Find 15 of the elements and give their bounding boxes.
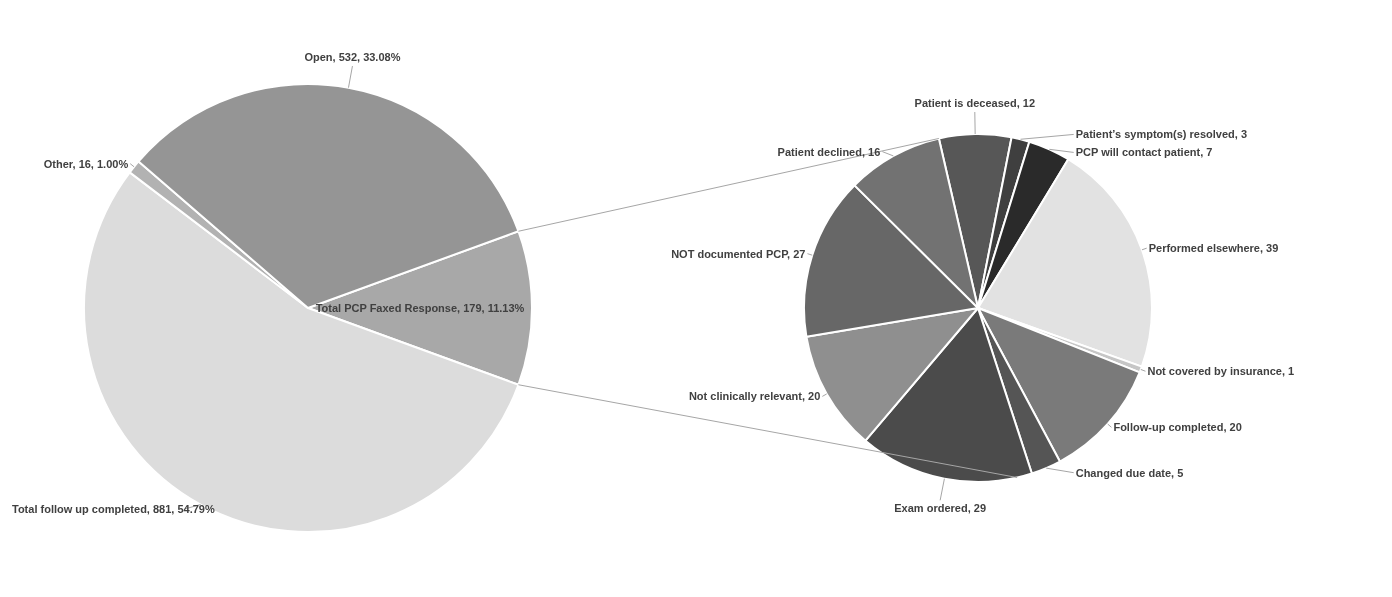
slice-label: Other, 16, 1.00% — [43, 157, 129, 171]
slice-label: Patient’s symptom(s) resolved, 3 — [1075, 127, 1248, 141]
slice-label: Total follow up completed, 881, 54.79% — [12, 502, 215, 516]
slice-label: Performed elsewhere, 39 — [1148, 241, 1279, 255]
slice-label: Changed due date, 5 — [1075, 466, 1184, 480]
slice-label: Not clinically relevant, 20 — [688, 389, 821, 403]
slice-label: PCP will contact patient, 7 — [1075, 145, 1213, 159]
slice-label: Open, 532, 33.08% — [304, 51, 401, 65]
slice-label: Patient declined, 16 — [777, 145, 881, 159]
slice-label: NOT documented PCP, 27 — [671, 247, 806, 261]
slice-label: Not covered by insurance, 1 — [1147, 364, 1295, 378]
slice-label: Follow-up completed, 20 — [1113, 420, 1242, 434]
slice-label: Patient is deceased, 12 — [914, 97, 1036, 111]
slice-label: Exam ordered, 29 — [894, 502, 986, 516]
slice-label: Total PCP Faxed Response, 179, 11.13% — [315, 301, 525, 315]
